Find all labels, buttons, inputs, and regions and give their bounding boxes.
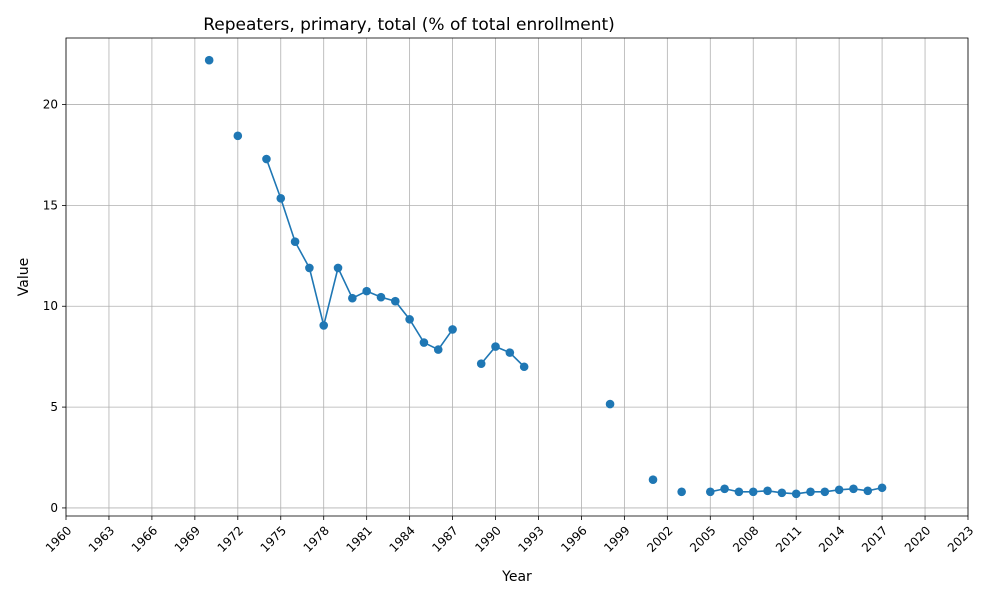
- series-marker-layer: [204, 55, 887, 499]
- series-line-segment: [265, 158, 454, 351]
- data-point: [849, 484, 858, 494]
- data-point: [448, 325, 457, 334]
- x-tick-label: 1969: [172, 523, 203, 554]
- data-point: [605, 399, 615, 409]
- x-tick-label: 2008: [730, 523, 761, 554]
- x-axis-ticks: 1960 1963 1966 1969 1972 1975 1978 1981 1984 1987…: [43, 516, 976, 555]
- x-tick-label: 1984: [386, 523, 417, 554]
- data-point: [491, 342, 500, 351]
- x-tick-label: 1981: [344, 523, 375, 554]
- data-point: [763, 486, 772, 496]
- data-point: [391, 296, 400, 306]
- x-tick-label: 1972: [215, 523, 246, 554]
- y-tick-label: 5: [50, 400, 58, 414]
- x-tick-label: 2014: [816, 523, 847, 554]
- data-point: [204, 55, 214, 65]
- data-point: [748, 487, 758, 497]
- data-point: [777, 488, 787, 498]
- data-point: [419, 338, 429, 347]
- data-point: [519, 362, 529, 372]
- data-point: [362, 286, 371, 296]
- data-point: [834, 485, 844, 495]
- data-point: [333, 263, 343, 273]
- data-point: [348, 293, 357, 303]
- data-point: [677, 487, 686, 497]
- data-point: [820, 487, 830, 497]
- x-tick-label: 1978: [301, 523, 332, 554]
- x-tick-label: 1960: [43, 523, 74, 554]
- x-tick-label: 1966: [129, 523, 160, 554]
- y-tick-label: 10: [43, 299, 58, 313]
- y-axis-label: Value: [16, 258, 32, 296]
- data-point: [233, 131, 243, 141]
- data-point: [705, 487, 715, 497]
- chart-title: Repeaters, primary, total (% of total en…: [203, 15, 615, 35]
- data-point: [791, 489, 801, 499]
- x-tick-label: 1987: [429, 523, 460, 554]
- y-axis-ticks: 0 5 10 15 20: [43, 98, 66, 515]
- x-tick-label: 1996: [558, 523, 589, 554]
- plot-background: [66, 38, 968, 516]
- grid-lines: [65, 38, 969, 516]
- x-tick-label: 1990: [472, 523, 503, 554]
- data-point: [376, 292, 386, 302]
- x-tick-label: 2002: [644, 523, 675, 554]
- x-tick-label: 2020: [902, 523, 933, 554]
- data-point: [877, 483, 887, 493]
- data-point: [405, 315, 414, 324]
- data-point: [276, 194, 286, 203]
- x-tick-label: 1993: [515, 523, 546, 554]
- x-axis-label: Year: [501, 569, 532, 585]
- y-tick-label: 0: [50, 501, 58, 515]
- data-point: [305, 263, 314, 273]
- data-point: [648, 475, 658, 484]
- x-tick-label: 1963: [86, 523, 117, 554]
- x-tick-label: 1975: [258, 523, 289, 554]
- data-point: [433, 345, 443, 354]
- plot-frame: [65, 37, 969, 517]
- data-point: [476, 359, 486, 369]
- x-tick-label: 1999: [601, 523, 632, 554]
- data-point: [290, 237, 300, 247]
- y-tick-label: 15: [43, 198, 58, 212]
- series-line-segment: [480, 345, 525, 368]
- x-tick-label: 2011: [773, 523, 804, 554]
- data-point: [734, 487, 744, 497]
- x-tick-label: 2017: [859, 523, 890, 554]
- data-point: [319, 321, 329, 330]
- x-tick-label: 2023: [945, 523, 976, 554]
- data-point: [806, 487, 815, 497]
- x-tick-label: 2005: [687, 523, 718, 554]
- data-point: [863, 486, 873, 496]
- data-point: [262, 154, 271, 164]
- data-point: [720, 484, 729, 494]
- y-tick-label: 20: [43, 98, 58, 112]
- data-point: [505, 348, 515, 357]
